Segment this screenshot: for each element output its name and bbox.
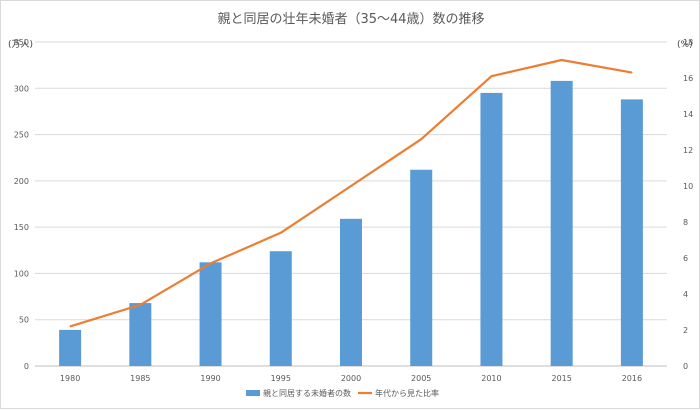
right-tick-label: 2 <box>683 326 688 335</box>
x-tick-label: 1985 <box>130 374 150 383</box>
bar <box>550 80 573 366</box>
left-tick-label: 0 <box>24 362 29 371</box>
x-tick-label: 1995 <box>271 374 291 383</box>
bar <box>340 218 362 366</box>
legend-bar-label: 親と同居する未婚者の数 <box>263 388 351 398</box>
bar <box>480 92 503 367</box>
left-tick-label: 100 <box>14 269 29 278</box>
right-tick-label: 4 <box>683 290 688 299</box>
line-point <box>561 59 563 61</box>
line-point <box>420 138 422 140</box>
right-tick-label: 18 <box>683 38 693 47</box>
right-tick-label: 0 <box>683 362 688 371</box>
line-point <box>631 72 633 74</box>
right-axis-ticks: 0 2 4 6 8 10 12 14 16 18 <box>683 38 693 371</box>
line-point <box>209 262 212 264</box>
x-tick-label: 2015 <box>551 374 571 383</box>
x-tick-label: 2016 <box>622 374 642 383</box>
right-tick-label: 8 <box>683 218 688 227</box>
legend-bar-swatch <box>246 390 260 396</box>
left-tick-label: 300 <box>14 84 29 93</box>
left-tick-label: 150 <box>14 223 29 232</box>
left-tick-label: 250 <box>14 131 29 140</box>
right-tick-label: 16 <box>683 74 693 83</box>
chart-title: 親と同居の壮年未婚者（35～44歳）数の推移 <box>217 12 484 27</box>
left-tick-label: 50 <box>19 316 29 325</box>
x-tick-label: 2010 <box>481 374 501 383</box>
right-tick-label: 6 <box>683 254 688 263</box>
line-point <box>490 75 493 77</box>
x-tick-label: 2005 <box>411 374 431 383</box>
bar-series <box>59 80 643 367</box>
line-point <box>350 185 352 187</box>
left-axis-unit: (万人) <box>8 39 33 50</box>
x-axis-ticks: 1980 1985 1990 1995 2000 2005 2010 2015 2016 <box>60 374 642 383</box>
left-tick-label: 200 <box>14 177 29 186</box>
left-axis-ticks: 0 50 100 150 200 250 300 350 <box>14 38 29 371</box>
line-point <box>69 325 71 327</box>
right-tick-label: 14 <box>683 110 693 119</box>
line-point <box>280 232 282 234</box>
right-tick-label: 10 <box>683 182 693 191</box>
bar <box>269 251 292 366</box>
bar <box>199 262 222 366</box>
bar <box>59 329 82 366</box>
legend: 親と同居する未婚者の数 年代から見た比率 <box>246 388 439 398</box>
x-tick-label: 2000 <box>341 374 361 383</box>
bar <box>129 303 152 366</box>
line-point <box>139 304 141 306</box>
right-axis-unit: (%) <box>677 40 693 50</box>
right-tick-label: 12 <box>683 146 693 155</box>
bar <box>410 169 433 366</box>
line-series <box>69 58 633 328</box>
legend-line-label: 年代から見た比率 <box>375 388 439 398</box>
x-tick-label: 1980 <box>60 374 80 383</box>
bar <box>620 99 643 366</box>
x-tick-label: 1990 <box>200 374 220 383</box>
left-tick-label: 350 <box>14 38 29 47</box>
